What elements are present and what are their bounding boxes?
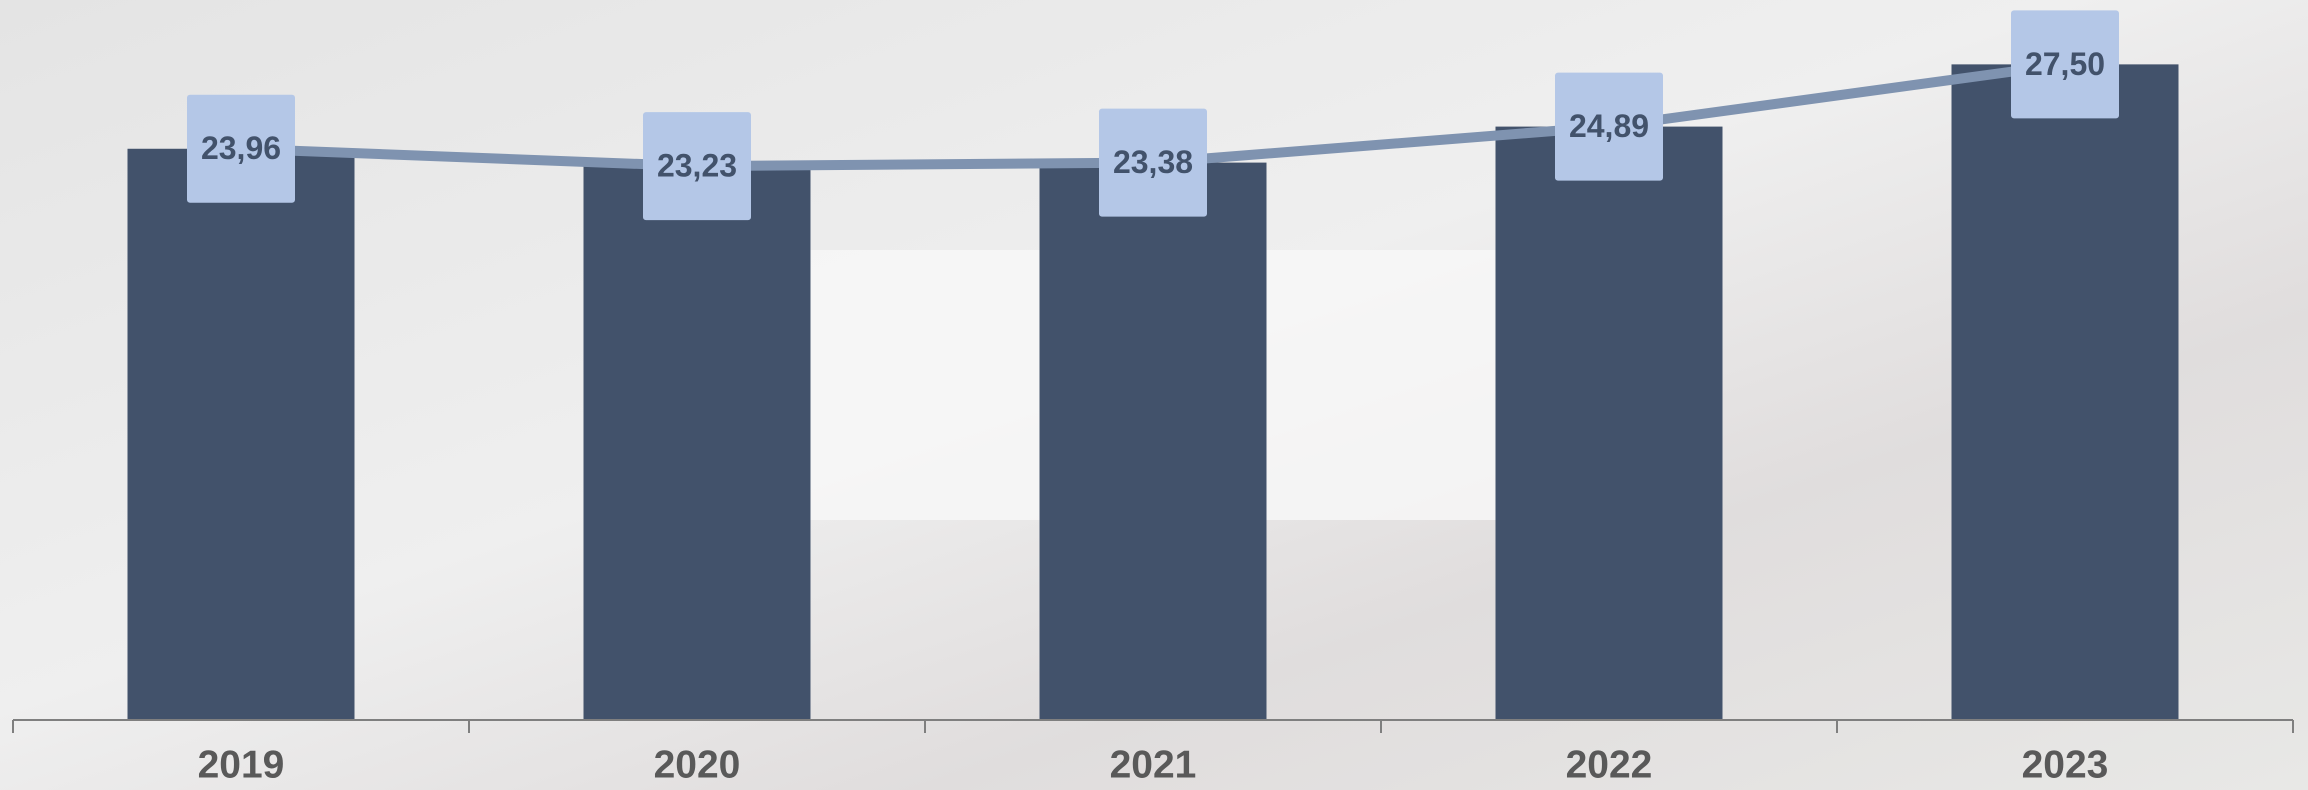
x-tick-label: 2022: [1566, 743, 1653, 786]
page: {"chart_data": {"type": "bar", "categori…: [0, 0, 2308, 790]
bar: [584, 166, 811, 720]
bar: [1952, 64, 2179, 720]
bar: [1040, 163, 1267, 720]
bar: [1496, 127, 1723, 720]
data-label-text: 27,50: [2025, 46, 2105, 82]
data-label: 23,96: [187, 95, 295, 203]
data-label: 24,89: [1555, 73, 1663, 181]
data-label-text: 23,38: [1113, 144, 1193, 180]
x-tick-label: 2020: [654, 743, 741, 786]
x-tick-label: 2021: [1110, 743, 1197, 786]
data-label-text: 23,96: [201, 130, 281, 166]
bar: [128, 149, 355, 720]
data-label: 23,23: [643, 112, 751, 220]
chart: 23,96 23,23 23,38 24,89 27,50 2019 2020 2021 202…: [0, 0, 2308, 790]
data-label: 23,38: [1099, 109, 1207, 217]
data-label-text: 23,23: [657, 148, 737, 184]
data-label: 27,50: [2011, 10, 2119, 118]
x-tick-label: 2019: [198, 743, 285, 786]
data-label-text: 24,89: [1569, 108, 1649, 144]
x-tick-label: 2023: [2022, 743, 2109, 786]
